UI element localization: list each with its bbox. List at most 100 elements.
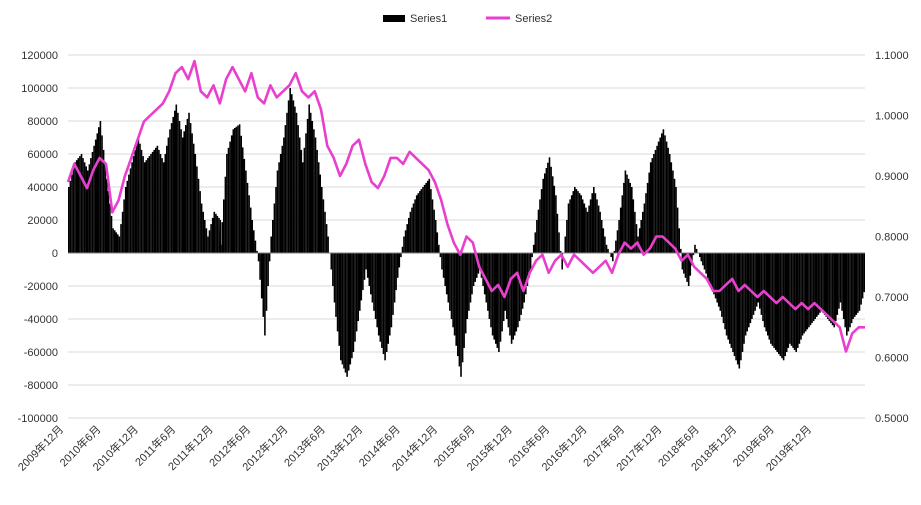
series1-bar [131,162,133,253]
series1-bar [113,230,116,253]
series1-bar [428,178,431,253]
series1-bar [295,112,298,253]
left-tick-label: -60000 [24,347,58,359]
series1-bar [223,199,225,253]
series1-bar [145,160,148,253]
series1-bar [529,253,532,270]
series1-bar [757,253,760,303]
series1-bar [156,145,159,253]
series2-line-group [66,59,865,353]
series1-bar [110,215,113,253]
series1-bar [417,193,420,253]
series1-bar [586,211,589,253]
series1-bar [555,195,557,253]
series1-bar [670,162,673,253]
series1-bar [455,253,457,346]
right-axis-ticks: 1.1000 1.0000 0.9000 0.8000 0.7000 0.6000 0.50… [875,50,909,425]
series1-bar [692,253,695,256]
series1-bar [205,228,208,253]
series1-bar [621,195,624,253]
series1-bar [98,127,100,253]
series1-bar [387,253,389,344]
series1-bar [449,253,451,311]
series1-bar [260,253,263,299]
series1-bar [730,253,733,348]
series1-bar [539,199,541,253]
series1-bar [588,205,590,253]
series1-bar [172,116,174,254]
series1-bar [597,205,600,253]
series1-bar [662,129,665,253]
series1-bar [376,253,378,328]
series1-bar [104,164,106,253]
series1-bar [575,189,578,253]
series1-bar [264,253,266,336]
series1-bar [249,207,252,253]
series1-bar [204,220,206,253]
legend-series1-label: Series1 [410,13,447,25]
series1-bar [253,230,255,253]
series1-bar [297,125,299,253]
series1-bar [691,253,693,266]
series1-bar [83,162,86,253]
series1-bar [513,253,516,336]
series1-bar [292,100,295,254]
series1-bar [102,149,105,253]
series1-bar [174,110,176,253]
series1-bar [705,253,707,274]
series1-bar [853,253,856,317]
series1-bar [191,133,193,253]
series1-bar [831,253,834,326]
series1-bar [618,220,620,253]
series1-bar [804,253,807,332]
series1-bar [346,253,348,377]
series1-bar [355,253,358,332]
left-tick-label: -40000 [24,314,58,326]
series1-bar [604,236,606,253]
right-tick-label: 0.6000 [875,353,909,365]
left-tick-label: 120000 [21,50,58,62]
series1-bar [279,154,282,253]
series1-bar [798,253,801,344]
series1-bar [332,253,334,286]
series1-bar [525,253,527,295]
series1-bar [536,220,538,253]
series1-bar [281,145,284,253]
series1-bar [300,149,303,253]
series1-bar [221,222,223,253]
series1-bar [649,162,652,253]
series1-bar [673,178,676,253]
series1-bar [610,253,612,258]
legend: Series1 Series2 [383,13,552,25]
series1-bar [317,162,320,253]
series1-bar [202,211,204,253]
series1-bar [797,253,799,348]
series1-bar [752,253,755,315]
series1-bar [276,170,279,253]
series1-bar [716,253,718,303]
series1-bar [427,180,429,253]
series1-bar [352,253,355,352]
series1-bar [741,253,744,352]
series1-bar [226,154,228,253]
series2-line [66,59,865,353]
series1-bar [272,220,274,253]
series1-bar [665,141,668,253]
series1-bar [69,180,72,253]
series1-bar [453,253,456,336]
series1-bar [653,154,655,253]
series1-bar [151,151,154,253]
series1-bar [349,253,352,365]
series1-bar [199,191,201,253]
series1-bar [319,174,321,253]
series1-bar [619,207,622,253]
series1-bar [534,232,537,253]
series1-bar [642,211,644,253]
series1-bar [289,88,291,253]
series1-bar [321,187,323,253]
series1-bar [211,217,214,253]
series1-bar [420,189,423,253]
series1-bar [196,166,198,253]
series1-bar [860,253,862,305]
series1-bar [523,253,525,303]
